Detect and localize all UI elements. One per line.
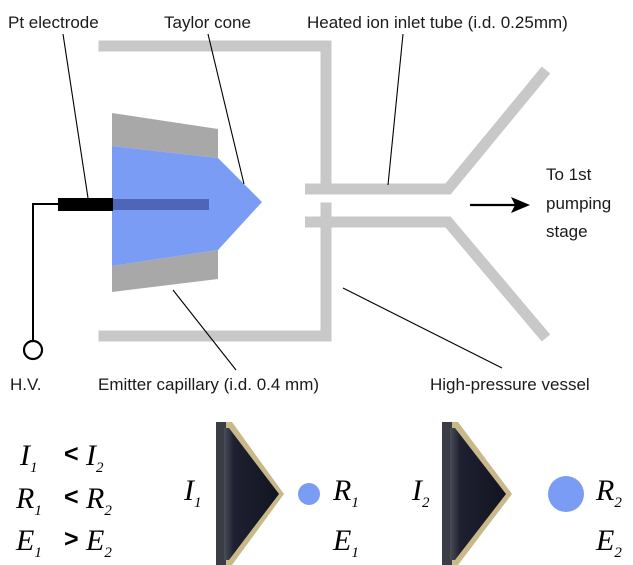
- droplet-1: [298, 483, 320, 505]
- emitter-label: Emitter capillary (i.d. 0.4 mm): [98, 375, 319, 394]
- vessel-label: High-pressure vessel: [430, 375, 590, 394]
- panel-2-field: E2: [595, 524, 622, 561]
- to-pumping-line-3: stage: [546, 222, 588, 241]
- hv-label: H.V.: [10, 375, 42, 394]
- panel-2-radius: R2: [595, 474, 622, 511]
- relation-current: I1 < I2: [19, 439, 104, 476]
- panel-1-radius: R1: [332, 474, 359, 511]
- svg-text:R2: R2: [85, 482, 112, 519]
- ion-inlet-tube: [305, 66, 551, 342]
- svg-text:>: >: [64, 525, 79, 553]
- high-pressure-vessel: [98, 40, 332, 342]
- leader-lines: [62, 33, 503, 371]
- cone-photo-2: [442, 422, 512, 565]
- hv-terminal: [22, 339, 44, 361]
- pt-electrode: [58, 198, 113, 211]
- emitter-capillary: [112, 113, 218, 292]
- svg-text:<: <: [64, 483, 79, 511]
- relation-radius: R1 < R2: [15, 482, 112, 519]
- hv-wire: [32, 203, 58, 340]
- to-pumping-line-2: pumping: [546, 194, 611, 213]
- droplet-2: [548, 476, 584, 512]
- pt-electrode-inner: [112, 199, 209, 210]
- inlet-tube-label: Heated ion inlet tube (i.d. 0.25mm): [307, 13, 568, 32]
- to-pumping-line-1: To 1st: [546, 165, 592, 184]
- pt-electrode-label: Pt electrode: [8, 13, 99, 32]
- svg-text:I2: I2: [85, 439, 104, 476]
- panel-2-current: I2: [411, 474, 430, 511]
- relation-field: E1 > E2: [15, 524, 112, 561]
- flow-arrow: [470, 197, 530, 213]
- cone-photo-1: [216, 422, 286, 565]
- svg-text:I1: I1: [19, 439, 38, 476]
- panel-1-current: I1: [183, 474, 202, 511]
- taylor-cone-label: Taylor cone: [164, 13, 251, 32]
- svg-text:E1: E1: [15, 524, 42, 561]
- svg-text:<: <: [64, 440, 79, 468]
- svg-text:E2: E2: [85, 524, 112, 561]
- panel-1-field: E1: [332, 524, 359, 561]
- svg-text:R1: R1: [15, 482, 42, 519]
